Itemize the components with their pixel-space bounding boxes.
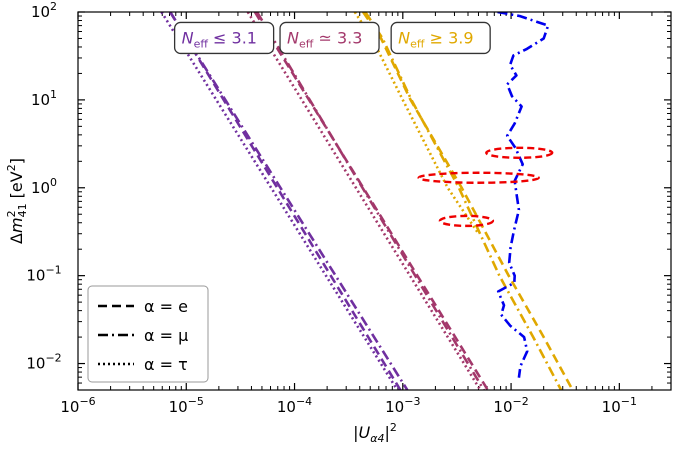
series-line (255, 12, 485, 390)
series-line (496, 12, 550, 378)
annotation-box (173, 21, 275, 55)
series-line (253, 12, 489, 390)
series-line (246, 12, 482, 390)
x-tick-label: 10−2 (493, 395, 528, 416)
legend-label: α = μ (144, 326, 188, 345)
x-axis-label: |Uα4|2 (353, 421, 397, 445)
series-line (362, 12, 574, 390)
legend-label: α = τ (144, 355, 188, 374)
x-tick-label: 10−4 (277, 395, 312, 416)
red-region-ellipse (485, 146, 554, 159)
red-region-ellipse (417, 171, 540, 184)
x-tick-label: 10−6 (60, 395, 95, 416)
x-tick-label: 10−5 (169, 395, 204, 416)
annotation-layer: Neff ≤ 3.1 Neff ≃ 3.3 Neff ≥ 3.9 (173, 21, 491, 55)
legend-frame (87, 285, 209, 383)
x-tick-label: 10−3 (385, 395, 420, 416)
annotation-label: Neff ≤ 3.1 (182, 28, 257, 50)
series-line (364, 12, 563, 390)
series-line (160, 12, 399, 390)
y-tick-label: 102 (31, 0, 57, 21)
annotation-label: Neff ≥ 3.9 (398, 28, 473, 50)
x-tick-label: 10−1 (602, 395, 637, 416)
legend-label: α = e (144, 297, 188, 316)
plot-frame (77, 11, 672, 391)
series-layer (160, 12, 574, 390)
y-tick-label: 100 (31, 176, 57, 197)
series-line (169, 12, 409, 390)
legend: α = e α = μ α = τ (87, 285, 209, 383)
annotation-box (279, 21, 380, 55)
y-tick-label: 101 (31, 88, 57, 109)
annotation-box (390, 21, 491, 55)
annotation-label: Neff ≃ 3.3 (287, 28, 362, 50)
red-region-ellipse (438, 214, 495, 228)
axis-ticks: 10−6 10−5 10−4 10−3 10−2 10−1 10−2 10−1 100 101 10… (26, 0, 671, 416)
y-tick-label: 10−2 (26, 352, 61, 373)
y-tick-label: 10−1 (26, 264, 61, 285)
series-line (169, 12, 402, 390)
y-axis-label: Δm241 [eV2] (5, 158, 29, 244)
